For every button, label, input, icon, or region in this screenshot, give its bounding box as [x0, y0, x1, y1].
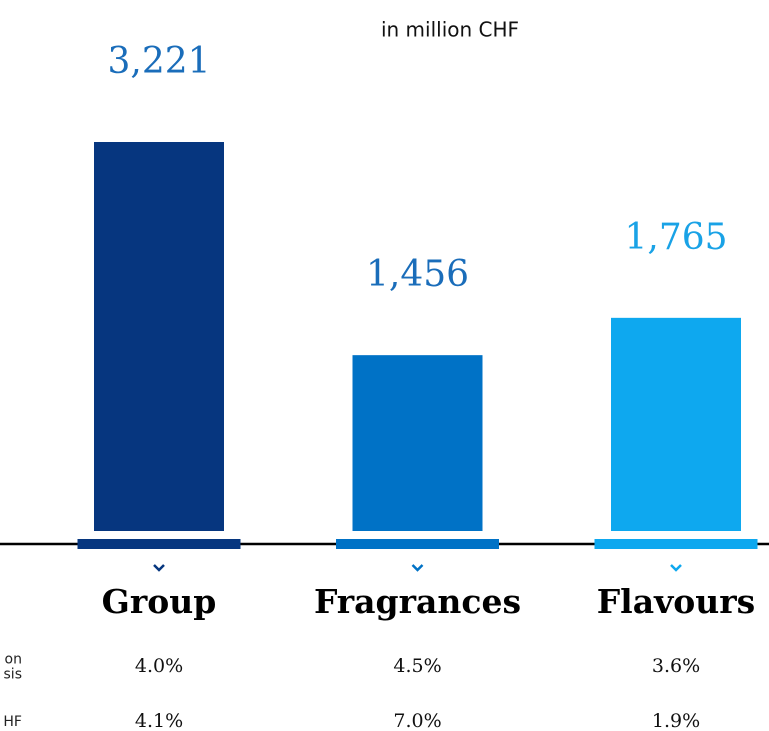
chevron	[411, 564, 424, 572]
chevron	[670, 564, 682, 572]
chart-subtitle: in million CHF	[381, 18, 519, 42]
category-strip	[594, 539, 758, 549]
row-label: sis	[4, 667, 22, 683]
bar	[352, 355, 483, 531]
row-value: 1.9%	[652, 710, 700, 731]
row-value: 7.0%	[393, 710, 441, 731]
category-strip	[77, 539, 241, 549]
bar	[94, 142, 224, 531]
row-value: 4.0%	[135, 655, 183, 677]
category-strip	[336, 539, 499, 549]
value-label: 1,765	[624, 217, 727, 258]
category-label: Group	[102, 582, 217, 621]
row-label: on	[5, 652, 22, 668]
row-label: HF	[3, 714, 22, 730]
row-value: 4.1%	[135, 710, 183, 731]
value-label: 3,221	[107, 41, 210, 82]
category-label: Fragrances	[314, 582, 521, 621]
value-label: 1,456	[366, 254, 469, 295]
row-value: 4.5%	[393, 655, 441, 677]
category-label: Flavours	[597, 582, 756, 621]
row-value: 3.6%	[652, 655, 700, 677]
bar	[611, 317, 741, 531]
chevron	[153, 564, 165, 572]
